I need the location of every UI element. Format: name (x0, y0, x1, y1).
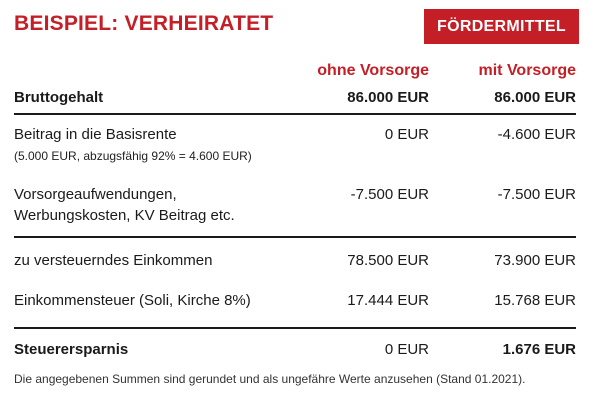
column-header-mit-vorsorge: mit Vorsorge (478, 62, 577, 79)
divider (14, 327, 576, 329)
value-ohne-vorsorge: 0 EUR (384, 341, 429, 358)
value-ohne-vorsorge: 78.500 EUR (347, 252, 429, 269)
value-ohne-vorsorge: 17.444 EUR (347, 292, 429, 309)
footnote: Die angegebenen Summen sind gerundet und… (14, 372, 526, 386)
row-label: zu versteuerndes Einkommen (14, 252, 213, 269)
row-label: Bruttogehalt (14, 89, 104, 106)
page-title: BEISPIEL: VERHEIRATET (14, 12, 274, 35)
row-label: Steuerersparnis (14, 341, 129, 358)
foerdermittel-button[interactable]: FÖRDERMITTEL (424, 9, 579, 44)
value-ohne-vorsorge: -7.500 EUR (350, 186, 429, 203)
value-mit-vorsorge: -7.500 EUR (497, 186, 576, 203)
divider (14, 236, 576, 238)
column-header-ohne-vorsorge: ohne Vorsorge (317, 62, 429, 79)
value-mit-vorsorge: 1.676 EUR (502, 341, 576, 358)
row-label-line2: Werbungskosten, KV Beitrag etc. (14, 207, 235, 224)
divider (14, 113, 576, 115)
row-label: Beitrag in die Basisrente (14, 126, 177, 143)
row-label-line1: Vorsorgeaufwendungen, (14, 186, 177, 203)
value-ohne-vorsorge: 86.000 EUR (347, 89, 429, 106)
value-mit-vorsorge: 73.900 EUR (494, 252, 576, 269)
value-mit-vorsorge: 86.000 EUR (494, 89, 576, 106)
value-mit-vorsorge: -4.600 EUR (497, 126, 576, 143)
row-label: Einkommensteuer (Soli, Kirche 8%) (14, 292, 251, 309)
value-mit-vorsorge: 15.768 EUR (494, 292, 576, 309)
row-sublabel: (5.000 EUR, abzugsfähig 92% = 4.600 EUR) (14, 149, 252, 163)
value-ohne-vorsorge: 0 EUR (384, 126, 429, 143)
